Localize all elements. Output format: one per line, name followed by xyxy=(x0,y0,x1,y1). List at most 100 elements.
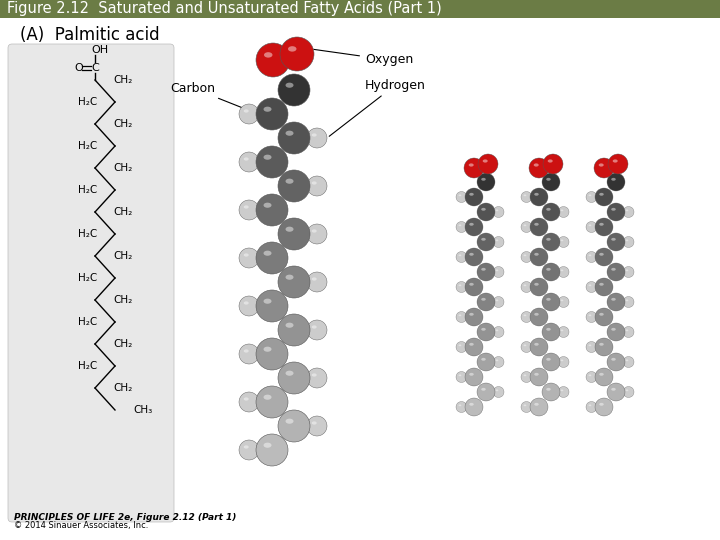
Circle shape xyxy=(278,218,310,250)
Ellipse shape xyxy=(626,329,629,331)
Circle shape xyxy=(239,200,259,220)
Ellipse shape xyxy=(546,328,551,330)
Circle shape xyxy=(586,281,597,293)
Circle shape xyxy=(256,98,288,130)
Circle shape xyxy=(456,312,467,322)
Circle shape xyxy=(607,293,625,311)
Ellipse shape xyxy=(469,223,474,226)
FancyBboxPatch shape xyxy=(0,0,720,18)
Circle shape xyxy=(465,338,483,356)
Circle shape xyxy=(623,237,634,247)
Circle shape xyxy=(530,398,548,416)
Circle shape xyxy=(586,341,597,353)
Ellipse shape xyxy=(523,345,526,346)
Ellipse shape xyxy=(481,388,486,391)
Ellipse shape xyxy=(534,193,539,195)
Ellipse shape xyxy=(534,403,539,406)
Ellipse shape xyxy=(546,178,551,181)
Circle shape xyxy=(607,233,625,251)
Ellipse shape xyxy=(611,238,616,241)
Circle shape xyxy=(477,383,495,401)
Ellipse shape xyxy=(243,397,248,401)
Ellipse shape xyxy=(286,83,294,88)
Circle shape xyxy=(465,308,483,326)
Circle shape xyxy=(493,267,504,278)
Ellipse shape xyxy=(481,358,486,361)
Circle shape xyxy=(530,368,548,386)
Ellipse shape xyxy=(599,343,604,346)
Circle shape xyxy=(477,293,495,311)
Ellipse shape xyxy=(481,238,486,241)
Ellipse shape xyxy=(243,205,248,208)
Circle shape xyxy=(594,158,614,178)
Circle shape xyxy=(278,266,310,298)
Ellipse shape xyxy=(546,388,551,391)
Circle shape xyxy=(607,203,625,221)
Ellipse shape xyxy=(459,194,462,196)
Circle shape xyxy=(239,104,259,124)
Circle shape xyxy=(542,203,560,221)
Ellipse shape xyxy=(495,329,498,331)
Ellipse shape xyxy=(469,403,474,406)
Ellipse shape xyxy=(495,360,498,361)
Circle shape xyxy=(256,242,288,274)
Ellipse shape xyxy=(561,300,563,301)
Ellipse shape xyxy=(588,374,591,376)
Ellipse shape xyxy=(469,343,474,346)
Circle shape xyxy=(456,221,467,233)
Circle shape xyxy=(595,218,613,236)
Text: CH₂: CH₂ xyxy=(113,251,132,261)
Circle shape xyxy=(586,312,597,322)
Ellipse shape xyxy=(588,225,591,226)
Ellipse shape xyxy=(286,131,294,136)
Ellipse shape xyxy=(459,314,462,316)
Circle shape xyxy=(280,37,314,71)
Circle shape xyxy=(607,383,625,401)
Text: H₂C: H₂C xyxy=(78,273,97,283)
Circle shape xyxy=(477,173,495,191)
Ellipse shape xyxy=(546,238,551,241)
Ellipse shape xyxy=(611,298,616,301)
Circle shape xyxy=(521,221,532,233)
Ellipse shape xyxy=(459,285,462,286)
Text: Hydrogen: Hydrogen xyxy=(329,78,426,136)
Circle shape xyxy=(595,368,613,386)
Circle shape xyxy=(456,372,467,382)
Text: © 2014 Sinauer Associates, Inc.: © 2014 Sinauer Associates, Inc. xyxy=(14,521,148,530)
Ellipse shape xyxy=(534,283,539,286)
Circle shape xyxy=(278,410,310,442)
Ellipse shape xyxy=(469,373,474,376)
Ellipse shape xyxy=(599,373,604,376)
Text: CH₂: CH₂ xyxy=(113,207,132,217)
Circle shape xyxy=(477,203,495,221)
Circle shape xyxy=(595,188,613,206)
Circle shape xyxy=(558,387,569,397)
Circle shape xyxy=(256,434,288,466)
Text: CH₃: CH₃ xyxy=(133,405,152,415)
Circle shape xyxy=(256,290,288,322)
Circle shape xyxy=(456,192,467,202)
Ellipse shape xyxy=(459,254,462,256)
Text: C: C xyxy=(91,63,99,73)
Circle shape xyxy=(558,267,569,278)
Circle shape xyxy=(530,188,548,206)
Ellipse shape xyxy=(459,225,462,226)
Circle shape xyxy=(521,281,532,293)
Circle shape xyxy=(465,218,483,236)
Circle shape xyxy=(558,237,569,247)
Circle shape xyxy=(558,296,569,307)
Circle shape xyxy=(586,372,597,382)
Circle shape xyxy=(542,383,560,401)
Circle shape xyxy=(256,43,290,77)
Text: CH₂: CH₂ xyxy=(113,163,132,173)
Ellipse shape xyxy=(546,298,551,301)
Circle shape xyxy=(542,233,560,251)
Ellipse shape xyxy=(264,347,271,352)
Ellipse shape xyxy=(561,389,563,391)
Ellipse shape xyxy=(469,164,474,167)
Circle shape xyxy=(521,372,532,382)
Ellipse shape xyxy=(312,421,317,424)
Circle shape xyxy=(623,206,634,218)
Circle shape xyxy=(542,263,560,281)
Circle shape xyxy=(558,356,569,368)
